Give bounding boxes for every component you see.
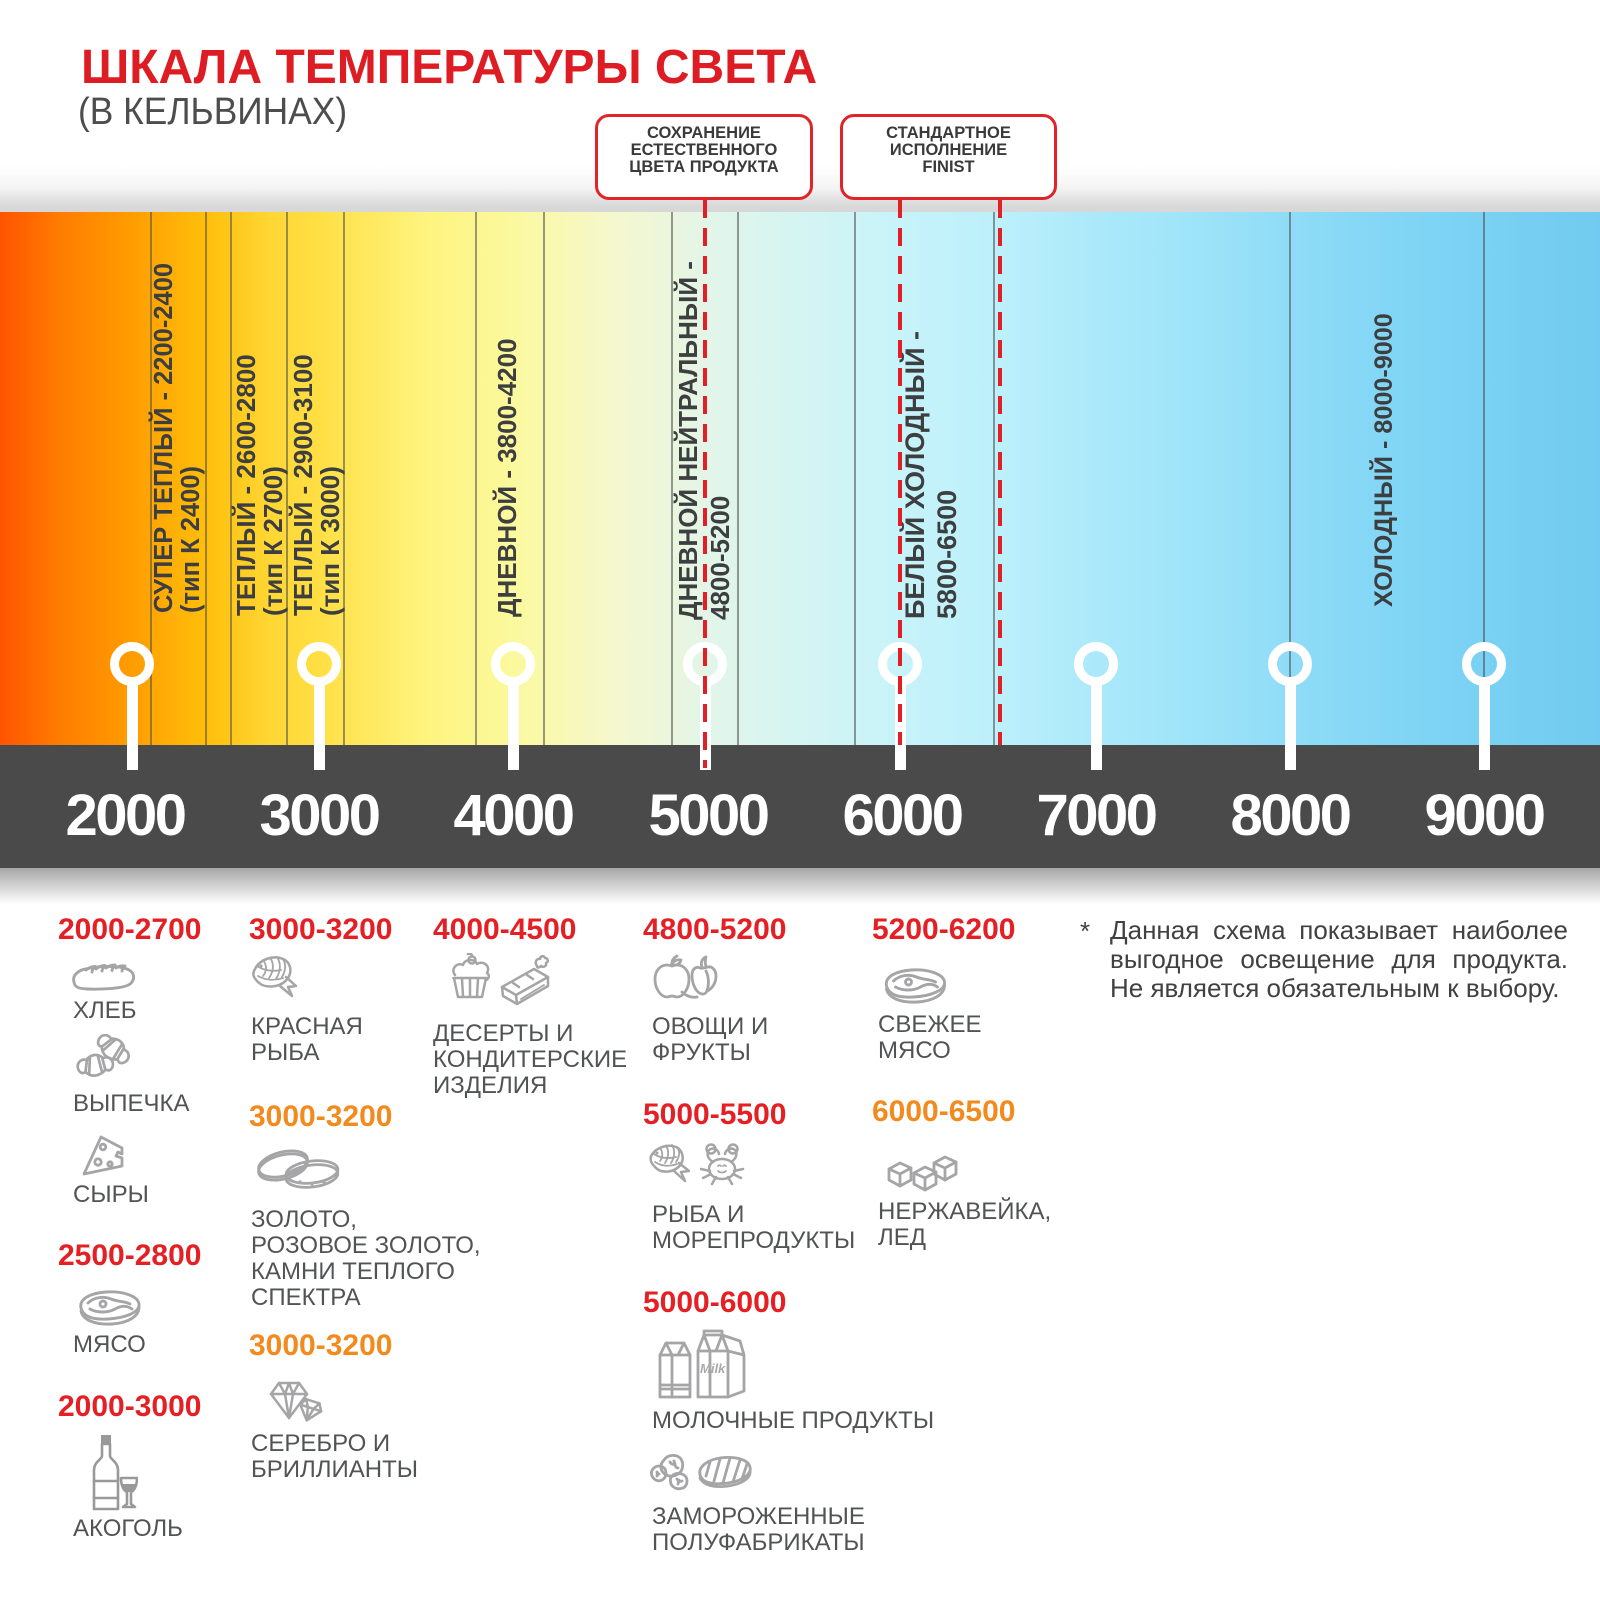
svg-text:Milk: Milk bbox=[700, 1361, 726, 1376]
